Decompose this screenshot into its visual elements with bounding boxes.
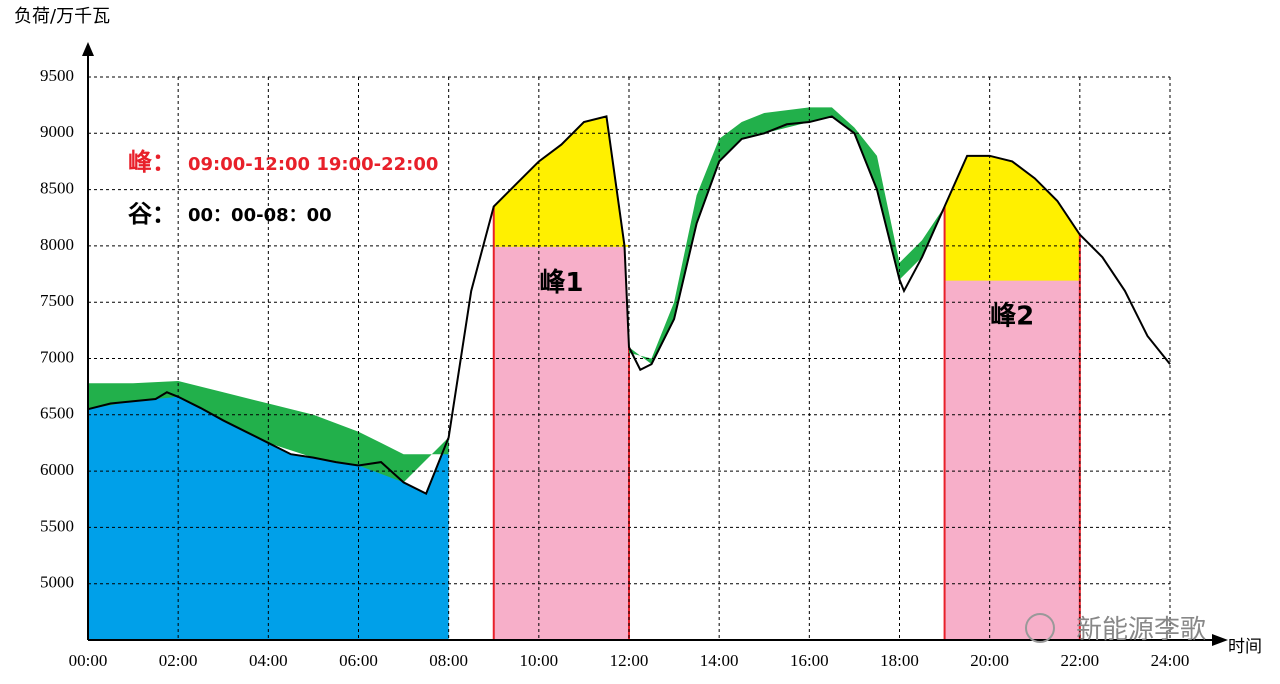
- x-axis-arrow: [1212, 634, 1228, 646]
- x-tick-label: 08:00: [429, 651, 468, 670]
- y-tick-label: 9000: [40, 122, 74, 141]
- y-tick-label: 6000: [40, 460, 74, 479]
- y-tick-label: 8500: [40, 179, 74, 198]
- peak-hours: 09:00-12:00 19:00-22:00: [188, 154, 438, 175]
- x-tick-label: 16:00: [790, 651, 829, 670]
- x-tick-label: 12:00: [610, 651, 649, 670]
- y-axis-label: 负荷/万千瓦: [14, 6, 110, 27]
- y-axis-arrow: [82, 42, 94, 56]
- x-tick-label: 02:00: [159, 651, 198, 670]
- y-tick-label: 7500: [40, 291, 74, 310]
- load-line: [87, 115, 1171, 495]
- x-tick-label: 10:00: [519, 651, 558, 670]
- y-tick-label: 8000: [40, 235, 74, 254]
- y-tick-label: 6500: [40, 404, 74, 423]
- peak-name: 峰2: [990, 302, 1034, 332]
- y-tick-label: 5500: [40, 516, 74, 535]
- x-tick-label: 22:00: [1060, 651, 1099, 670]
- y-tick-label: 7000: [40, 347, 74, 366]
- x-tick-label: 04:00: [249, 651, 288, 670]
- x-tick-label: 14:00: [700, 651, 739, 670]
- peak-area: [944, 279, 1080, 640]
- x-axis-label: 时间: [1228, 637, 1262, 657]
- x-tick-label: 24:00: [1151, 651, 1190, 670]
- adjusted-load-band: [629, 107, 945, 365]
- valley-hours: 00：00-08：00: [188, 205, 332, 226]
- watermark-icon: [1025, 613, 1055, 643]
- valley-label: 谷：: [128, 200, 176, 228]
- peak-area: [493, 245, 629, 640]
- watermark: 新能源李歌: [1076, 615, 1206, 645]
- peak-label: 峰：: [128, 148, 176, 176]
- x-tick-label: 06:00: [339, 651, 378, 670]
- y-tick-label: 5000: [40, 573, 74, 592]
- x-tick-label: 18:00: [880, 651, 919, 670]
- y-tick-label: 9500: [40, 66, 74, 85]
- x-tick-label: 20:00: [970, 651, 1009, 670]
- peak-name: 峰1: [539, 268, 583, 298]
- x-tick-label: 00:00: [69, 651, 108, 670]
